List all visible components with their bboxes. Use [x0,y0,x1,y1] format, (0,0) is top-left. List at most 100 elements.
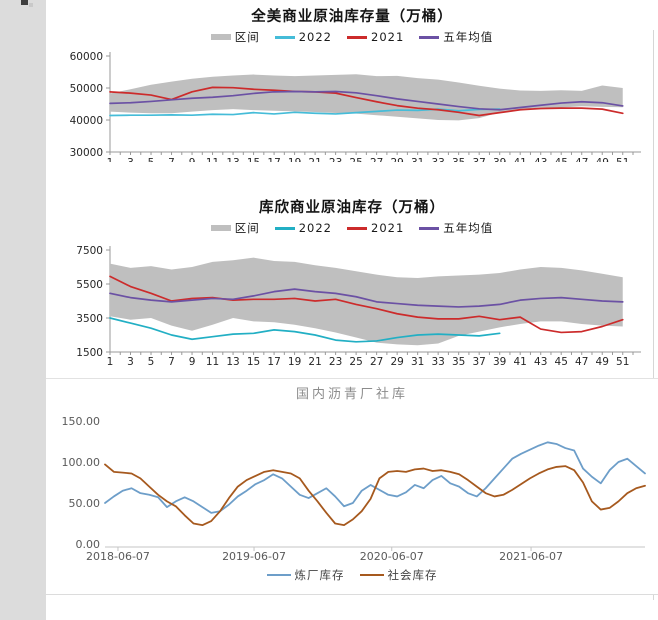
legend-label: 五年均值 [443,221,494,235]
us-crude-chart-plot: 3000040000500006000013579111315171921232… [70,51,641,162]
x-tick-label: 43 [534,356,547,368]
x-tick-label: 21 [308,356,321,368]
y-tick-label: 3500 [76,313,103,325]
series-line-五年均值 [109,90,624,111]
legend-label: 区间 [234,221,260,235]
legend-line-swatch [274,226,295,230]
legend-item-2021: 2021 [347,30,404,44]
x-tick-label: 13 [226,157,239,162]
x-tick-label: 35 [452,356,465,368]
x-tick-label: 15 [247,356,260,368]
chart-title: 全美商业原油库存量（万桶） [251,9,453,25]
legend-line-swatch [266,573,291,577]
y-tick-label: 60000 [70,51,103,63]
x-tick-label: 21 [308,157,321,162]
x-tick-label: 2020-06-07 [360,550,424,563]
x-tick-label: 25 [349,157,362,162]
x-tick-label: 49 [596,356,609,368]
y-tick-label: 50000 [70,83,103,95]
chart-cushing-crude-inventory: 库欣商业原油库存（万桶） 区间 2022 2021 五年均值 1500 3500 5500… [46,193,658,378]
x-tick-label: 39 [493,356,506,368]
x-tick-label: 33 [431,157,444,162]
legend-label: 区间 [234,30,260,44]
y-tick-label: 7500 [76,245,103,257]
x-tick-label: 27 [370,356,383,368]
x-tick-label: 43 [534,157,547,162]
x-tick-label: 51 [616,356,629,368]
x-tick-label: 23 [329,157,342,162]
chart-title: 国内沥青厂社库 [295,387,408,402]
series-line-2021 [109,275,624,334]
x-tick-label: 3 [127,356,134,368]
panel-right-border [653,30,654,600]
series-line-炼厂库存 [104,441,646,514]
x-tick-label: 15 [247,157,260,162]
legend-label: 五年均值 [443,30,494,44]
y-tick-label: 1500 [76,347,103,359]
legend-item-五年均值: 五年均值 [419,220,493,236]
x-tick-label: 35 [452,157,465,162]
series-line-五年均值 [109,288,624,308]
chart-title: 库欣商业原油库存（万桶） [259,200,445,216]
series-line-2022 [109,317,501,343]
legend-label: 2022 [298,30,332,44]
x-tick-label: 51 [616,157,629,162]
asphalt-chart-plot: 2018-06-07 2019-06-07 2020-06-07 2021-06-07… [62,415,646,563]
x-tick-label: 37 [472,157,485,162]
x-tick-label: 9 [189,356,196,368]
x-tick-label: 47 [575,356,588,368]
y-tick-label: 30000 [70,147,103,159]
x-tick-label: 41 [514,356,527,368]
legend-item-炼厂库存: 炼厂库存 [266,567,345,583]
x-tick-label: 29 [390,356,403,368]
y-tick-label: 50.00 [69,497,101,510]
x-tick-label: 31 [411,356,424,368]
x-tick-label: 33 [431,356,444,368]
x-tick-label: 1 [107,356,114,368]
chart-us-crude-inventory: 全美商业原油库存量（万桶） 区间 2022 2021 五年均值 30000 40000 5… [46,2,658,162]
legend-label: 2021 [371,30,405,44]
x-tick-label: 19 [288,157,301,162]
x-tick-label: 45 [555,157,568,162]
x-tick-label: 7 [168,157,175,162]
legend-line-swatch [347,35,367,39]
legend-item-2021: 2021 [347,221,404,235]
chart-legend: 炼厂库存 社会库存 [46,567,658,583]
x-tick-label: 11 [206,356,219,368]
chart-legend: 区间 2022 2021 五年均值 [46,29,658,45]
clipped-glyph-fragment-light [29,3,33,7]
x-tick-label: 45 [555,356,568,368]
series-line-2021 [109,86,624,117]
x-tick-label: 23 [329,356,342,368]
legend-line-swatch [419,35,440,39]
legend-band-swatch [210,225,231,231]
y-tick-label: 5500 [76,279,103,291]
chart-legend: 区间 2022 2021 五年均值 [46,220,658,236]
legend-label: 炼厂库存 [294,568,345,582]
series-line-社会库存 [104,463,646,527]
range-band [110,74,623,121]
legend-item-五年均值: 五年均值 [419,29,493,45]
x-tick-label: 19 [288,356,301,368]
y-tick-label: 100.00 [62,456,101,469]
x-tick-label: 31 [411,157,424,162]
x-tick-label: 49 [596,157,609,162]
clipped-glyph-fragment [21,0,28,5]
legend-line-swatch [274,35,295,39]
x-tick-label: 17 [267,157,280,162]
x-tick-label: 7 [168,356,175,368]
x-tick-label: 9 [189,157,196,162]
legend-item-2022: 2022 [274,221,332,235]
charts-panel: 全美商业原油库存量（万桶） 区间 2022 2021 五年均值 30000 40000 5… [46,0,658,620]
legend-label: 2021 [371,221,405,235]
legend-item-区间: 区间 [210,220,260,236]
x-tick-label: 41 [514,157,527,162]
x-tick-label: 11 [206,157,219,162]
x-tick-label: 17 [267,356,280,368]
chart-domestic-asphalt-inventory: 国内沥青厂社库 2018-06-07 2019-06-07 2020-06-07 20… [46,378,658,595]
x-tick-label: 37 [472,356,485,368]
legend-item-区间: 区间 [210,29,260,45]
x-tick-label: 5 [148,356,155,368]
legend-line-swatch [359,573,384,577]
x-tick-label: 39 [493,157,506,162]
